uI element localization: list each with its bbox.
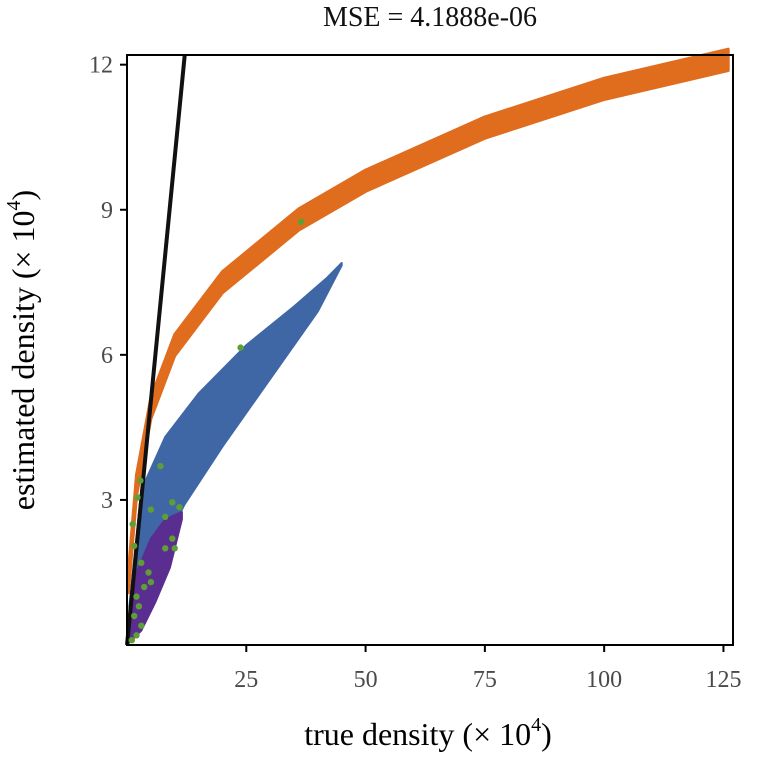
y-tick-label-3: 12 [89, 53, 113, 79]
data-point-11 [169, 535, 176, 542]
x-axis-label: true density (× 104) [304, 714, 552, 752]
data-point-2 [157, 462, 164, 470]
plot-frame [126, 54, 734, 646]
data-point-19 [135, 603, 143, 610]
data-point-15 [145, 569, 152, 576]
data-point-16 [147, 578, 155, 586]
data-point-13 [171, 545, 178, 552]
data-point-21 [138, 622, 145, 629]
data-point-5 [169, 499, 176, 506]
data-point-4 [134, 494, 141, 501]
data-point-8 [176, 504, 183, 511]
data-point-7 [162, 513, 169, 520]
data-point-1 [237, 344, 244, 351]
data-point-3 [137, 477, 144, 484]
data-point-20 [131, 612, 138, 620]
chart-title: MSE = 4.1888e-06 [323, 2, 537, 33]
plot-area [125, 47, 730, 646]
data-point-0 [298, 218, 305, 225]
x-tick-label-4: 125 [705, 667, 741, 693]
data-point-9 [129, 520, 136, 528]
x-tick-label-3: 100 [586, 667, 622, 693]
axis-ticks: 25 50 75 100 125 3 6 9 12 [89, 53, 741, 693]
x-tick-label-2: 75 [473, 667, 497, 693]
x-tick-label-1: 50 [354, 667, 378, 693]
data-point-14 [138, 559, 145, 566]
data-point-22 [133, 632, 140, 639]
data-point-18 [133, 593, 140, 600]
data-point-12 [162, 545, 169, 552]
data-point-10 [131, 542, 138, 550]
data-point-6 [147, 506, 155, 513]
x-tick-label-0: 25 [234, 667, 258, 693]
data-point-23 [128, 637, 135, 644]
y-tick-label-0: 3 [101, 488, 113, 514]
y-tick-label-1: 6 [101, 343, 113, 369]
y-axis-label: estimated density (× 104) [3, 190, 41, 510]
series-0-band [126, 47, 730, 595]
data-point-17 [141, 583, 148, 591]
y-tick-label-2: 9 [101, 198, 113, 224]
